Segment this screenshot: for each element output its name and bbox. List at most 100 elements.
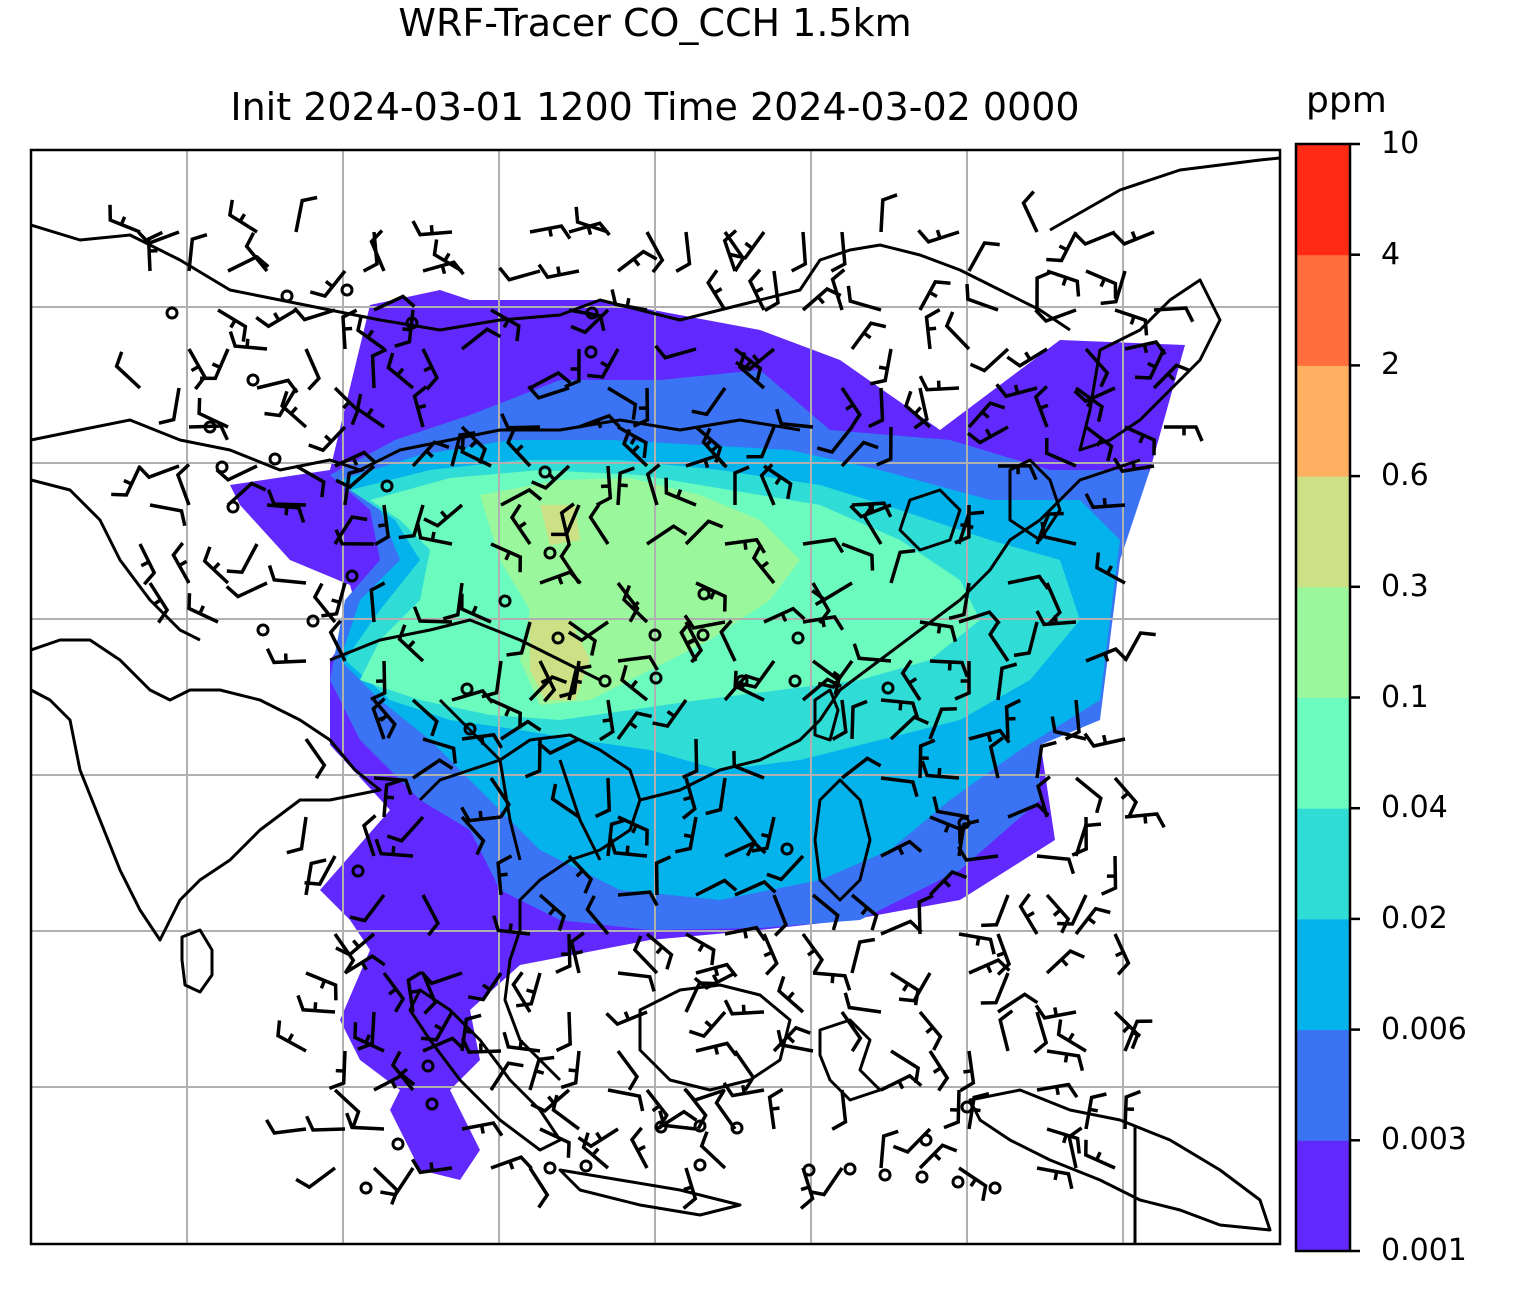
wind-barb [460, 436, 492, 468]
wind-barb [304, 858, 327, 896]
wind-barb [555, 933, 572, 974]
wind-barb [506, 427, 532, 468]
wind-barb [948, 582, 971, 620]
wind-barb [256, 378, 299, 394]
wind-barb [1004, 698, 1022, 740]
wind-barb [567, 664, 592, 701]
calm-wind-circle [538, 465, 552, 479]
wind-barb [675, 231, 692, 273]
wind-barb [1046, 1127, 1081, 1154]
wind-barb [264, 387, 298, 418]
wind-barb [685, 932, 716, 966]
wind-barb [879, 193, 898, 233]
calm-wind-circle [391, 1137, 405, 1151]
wind-barb [538, 893, 567, 932]
wind-barb [500, 719, 542, 741]
wind-barb [374, 504, 391, 547]
wind-barb [335, 932, 376, 957]
wind-barb [880, 1073, 923, 1092]
wind-barb [996, 662, 1018, 701]
map-gridlines [31, 150, 1280, 1244]
wind-barb [1074, 906, 1111, 936]
wind-barb [422, 737, 458, 764]
wind-barb [608, 837, 648, 858]
calm-wind-circle [788, 674, 802, 688]
wind-barb [776, 1029, 814, 1053]
wind-barb [585, 895, 610, 936]
wind-barb [1112, 457, 1155, 474]
wind-barb [654, 344, 697, 360]
wind-barb [412, 606, 453, 624]
wind-barb [957, 510, 985, 545]
wind-barb [958, 610, 1001, 625]
colorbar-tick-label: 0.6 [1381, 458, 1429, 494]
wind-barb [917, 229, 960, 244]
calm-wind-circle [915, 1170, 929, 1184]
wind-barb [334, 450, 377, 468]
wind-barb [372, 1166, 400, 1206]
wind-barb [334, 529, 375, 546]
wind-barb [688, 1010, 727, 1039]
wind-barb [386, 815, 425, 843]
wind-barb [1067, 1126, 1083, 1169]
wind-barb [918, 1010, 943, 1051]
wind-barb [1073, 386, 1116, 404]
calm-wind-markers [165, 283, 1002, 1195]
wind-barb [918, 1143, 958, 1170]
wind-barb [412, 758, 454, 780]
wind-barb [362, 231, 379, 273]
wind-barb [1123, 631, 1156, 662]
philippines [813, 778, 872, 902]
colorbar-segment [1296, 144, 1350, 256]
wind-barb [411, 220, 453, 237]
taiwan [813, 688, 840, 742]
wind-barb [733, 670, 765, 702]
borneo [638, 983, 792, 1092]
indochina-coast [418, 733, 642, 1082]
wind-barb [1074, 776, 1103, 814]
wind-barb [598, 699, 615, 742]
wind-barb [293, 306, 336, 322]
wind-barb [607, 386, 638, 420]
wind-barb [422, 1036, 465, 1053]
calm-wind-circle [246, 373, 260, 387]
calm-wind-circle [693, 1119, 707, 1133]
wind-barb [1085, 269, 1118, 299]
wind-barb [498, 266, 541, 282]
wind-barb [967, 241, 1000, 272]
wind-barb [681, 777, 697, 820]
wind-barb [564, 348, 581, 389]
wind-barb [869, 348, 893, 386]
wind-barb [266, 503, 306, 523]
wind-barb [808, 1167, 844, 1197]
wind-barb [1073, 230, 1116, 247]
wind-barb [830, 231, 847, 273]
wind-barb [1046, 269, 1081, 297]
calm-wind-circle [226, 500, 240, 514]
wind-barb [304, 348, 321, 391]
western-border [31, 478, 201, 642]
wind-barbs [108, 190, 1204, 1210]
wind-barb [328, 619, 347, 662]
wind-barb [652, 698, 688, 729]
calm-wind-circle [306, 614, 320, 628]
wind-barb [1033, 385, 1049, 428]
wind-barb [968, 728, 1011, 744]
calm-wind-circle [345, 569, 359, 583]
wind-barb [137, 464, 180, 480]
colorbar-segment [1296, 918, 1350, 1031]
calm-wind-circle [425, 1097, 439, 1111]
wind-barb [913, 387, 929, 430]
wind-barb [957, 819, 980, 857]
wind-barb [225, 581, 268, 599]
wind-barb [343, 467, 365, 506]
wind-barb [801, 932, 824, 974]
wind-barb [559, 542, 581, 584]
wind-barb [900, 659, 922, 701]
tracer-field [230, 290, 1185, 1180]
wind-barb [370, 660, 387, 701]
wind-barb [850, 937, 876, 974]
india-coast [31, 638, 382, 942]
wind-barb [496, 854, 513, 896]
